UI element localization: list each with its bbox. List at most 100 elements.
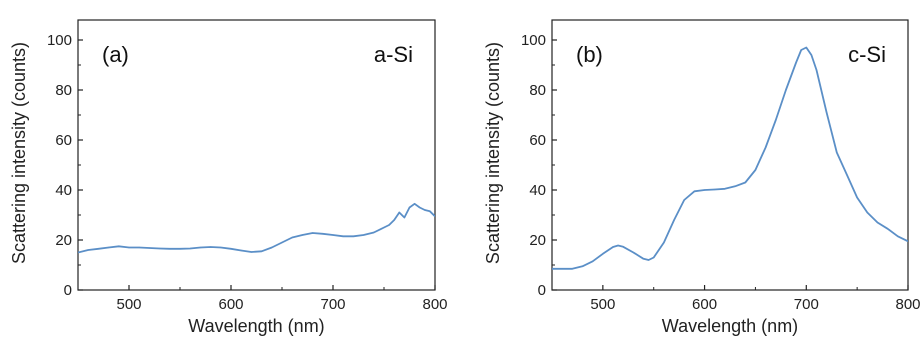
data-point bbox=[78, 251, 79, 254]
data-point bbox=[148, 247, 150, 249]
data-point bbox=[312, 232, 314, 234]
data-point bbox=[663, 241, 665, 244]
data-point bbox=[419, 206, 421, 209]
x-axis-title: Wavelength (nm) bbox=[188, 316, 324, 336]
series-line bbox=[78, 202, 435, 254]
data-point bbox=[87, 249, 89, 251]
data-point bbox=[866, 211, 868, 214]
data-point bbox=[775, 119, 777, 121]
x-axis-title: Wavelength (nm) bbox=[662, 316, 798, 336]
data-point bbox=[714, 188, 716, 191]
data-point bbox=[301, 234, 303, 236]
data-point bbox=[281, 241, 283, 244]
data-point bbox=[434, 215, 435, 217]
data-point bbox=[179, 248, 181, 250]
y-axis-title: Scattering intensity (counts) bbox=[9, 42, 29, 264]
data-point bbox=[199, 246, 201, 249]
data-point bbox=[683, 199, 685, 201]
data-point bbox=[648, 259, 650, 261]
data-point bbox=[887, 228, 889, 230]
sample-label: c-Si bbox=[848, 42, 886, 67]
data-point bbox=[393, 219, 395, 221]
x-tick-label: 700 bbox=[794, 296, 819, 313]
x-tick-label: 800 bbox=[895, 296, 920, 313]
data-point bbox=[795, 61, 797, 64]
data-point bbox=[373, 231, 375, 234]
y-axis-title: Scattering intensity (counts) bbox=[483, 42, 503, 264]
data-point bbox=[363, 234, 365, 236]
panel-label: (b) bbox=[576, 42, 603, 67]
x-tick-label: 600 bbox=[218, 296, 243, 313]
x-tick-label: 700 bbox=[320, 296, 345, 313]
y-tick-label: 60 bbox=[55, 132, 72, 149]
data-point bbox=[108, 246, 110, 249]
data-point bbox=[220, 246, 222, 249]
y-tick-label: 20 bbox=[55, 232, 72, 249]
data-point bbox=[210, 246, 212, 248]
data-point bbox=[424, 209, 426, 211]
data-point bbox=[907, 240, 908, 242]
data-point bbox=[322, 233, 324, 235]
data-point bbox=[159, 247, 161, 250]
y-tick-label: 100 bbox=[521, 32, 546, 49]
data-point bbox=[97, 248, 99, 250]
data-point bbox=[602, 253, 604, 255]
data-point bbox=[704, 189, 706, 191]
data-point bbox=[805, 46, 807, 49]
data-point bbox=[617, 244, 619, 247]
y-tick-label: 20 bbox=[529, 232, 546, 249]
data-point bbox=[342, 235, 344, 237]
data-point bbox=[810, 54, 813, 56]
data-point bbox=[897, 235, 899, 237]
data-point bbox=[138, 246, 140, 249]
data-point bbox=[271, 246, 273, 249]
data-point bbox=[612, 246, 614, 248]
data-point bbox=[240, 249, 242, 252]
y-tick-label: 80 bbox=[55, 82, 72, 99]
data-point bbox=[118, 245, 120, 247]
data-point bbox=[632, 251, 635, 254]
y-tick-label: 100 bbox=[47, 32, 72, 49]
data-point bbox=[230, 248, 232, 250]
x-tick-label: 800 bbox=[422, 296, 447, 313]
data-point bbox=[734, 185, 736, 187]
x-tick-label: 600 bbox=[692, 296, 717, 313]
data-point bbox=[642, 258, 645, 260]
panel-label: (a) bbox=[102, 42, 129, 67]
data-point bbox=[846, 174, 848, 176]
data-point bbox=[826, 111, 828, 114]
data-point bbox=[765, 146, 767, 149]
y-tick-label: 60 bbox=[529, 132, 546, 149]
data-point bbox=[800, 49, 802, 51]
y-tick-label: 0 bbox=[538, 282, 546, 299]
y-tick-label: 0 bbox=[64, 282, 72, 299]
data-point bbox=[429, 210, 431, 212]
data-point bbox=[724, 188, 726, 190]
x-tick-label: 500 bbox=[116, 296, 141, 313]
x-tick-label: 500 bbox=[590, 296, 615, 313]
data-point bbox=[571, 268, 573, 270]
data-point bbox=[592, 260, 594, 262]
data-point bbox=[352, 235, 354, 237]
panel-a: 500 600 700 800 0 20 40 60 80 100 Wavelength (nm) S… bbox=[9, 19, 448, 336]
data-point bbox=[128, 246, 130, 249]
data-point bbox=[744, 181, 746, 184]
data-point bbox=[169, 248, 171, 250]
data-point bbox=[261, 250, 263, 252]
data-point bbox=[189, 247, 191, 250]
data-point bbox=[250, 251, 252, 253]
data-point bbox=[622, 246, 624, 248]
data-point bbox=[856, 196, 858, 199]
data-point bbox=[291, 236, 293, 239]
y-tick-label: 40 bbox=[55, 182, 72, 199]
data-point bbox=[332, 234, 334, 236]
data-point bbox=[388, 224, 390, 226]
data-point bbox=[754, 169, 757, 171]
data-point bbox=[581, 265, 584, 267]
data-point bbox=[876, 221, 879, 224]
data-point bbox=[561, 268, 563, 270]
data-point bbox=[815, 69, 818, 71]
data-point bbox=[403, 216, 405, 219]
data-point bbox=[693, 190, 696, 192]
